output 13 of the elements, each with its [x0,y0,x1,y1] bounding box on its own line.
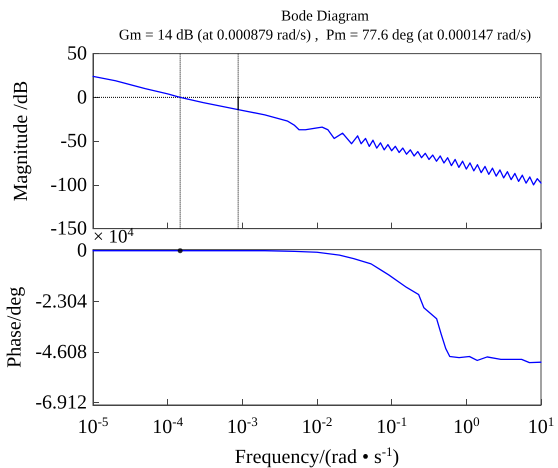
y-tick-label: -100 [50,174,87,196]
y-tick-label: 50 [67,42,87,65]
y-tick-label: -2.304 [35,290,87,312]
y-tick-label: -50 [60,130,87,152]
y-tick-label: 0 [77,240,87,262]
y-axis-title: Magnitude /dB [10,80,32,202]
chart-subtitle: Gm = 14 dB (at 0.000879 rad/s) , Pm = 77.6 deg (at 0.000147 rad/s) [118,28,532,44]
y-tick-label: 0 [77,86,87,108]
chart-title: Bode Diagram [281,8,370,24]
y-axis-title: Phase/deg [3,286,26,368]
y-tick-label: -4.608 [35,340,87,363]
y-tick-label: -150 [50,218,87,240]
y-tick-label: -6.912 [35,391,87,414]
